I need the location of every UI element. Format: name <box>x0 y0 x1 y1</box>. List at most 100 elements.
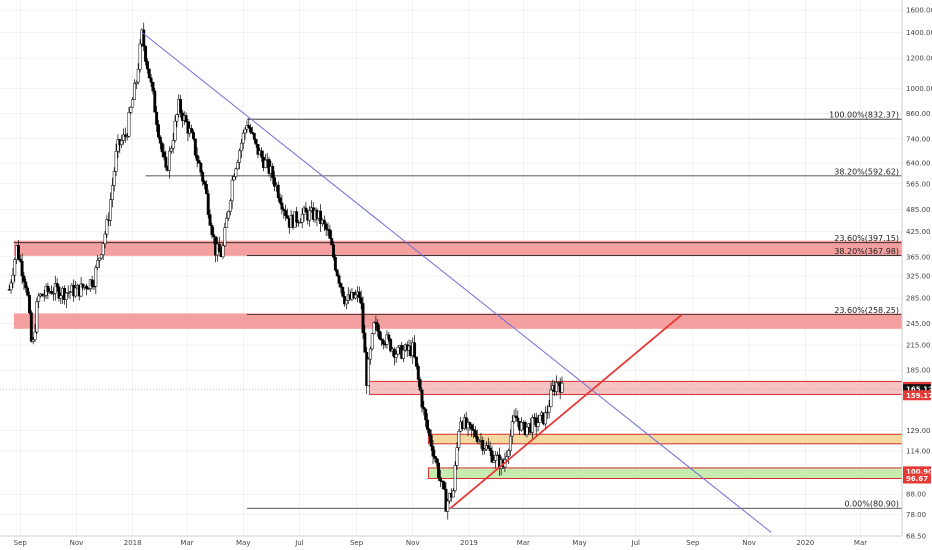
candle-body <box>514 415 518 419</box>
candle-body <box>444 488 448 512</box>
candle-body <box>442 481 446 490</box>
candle-body <box>249 127 253 133</box>
candle-body <box>127 112 131 137</box>
candle-body <box>59 295 63 299</box>
candle-body <box>241 132 245 144</box>
candle-body <box>319 210 323 224</box>
candle-body <box>379 338 383 341</box>
candle-body <box>158 136 162 144</box>
candle-body <box>510 421 514 437</box>
candle-body <box>147 68 151 79</box>
x-tick-label: May <box>236 539 250 547</box>
candle-body <box>418 379 422 391</box>
y-tick-label: 860.00 <box>906 110 931 118</box>
candle-body <box>79 283 83 297</box>
candle-body <box>470 424 474 430</box>
candle-body <box>446 500 450 512</box>
candle-body <box>247 125 251 128</box>
candle-body <box>505 456 509 461</box>
price-badge <box>903 473 931 484</box>
candle-body <box>50 291 54 294</box>
candle-body <box>424 408 428 421</box>
candle-body <box>9 282 13 290</box>
candle-body <box>99 254 103 259</box>
candle-body <box>57 286 61 299</box>
candle-body <box>520 422 523 431</box>
candle-body <box>324 223 328 230</box>
candle-body <box>37 295 41 302</box>
candle-body <box>238 150 242 163</box>
candle-body <box>243 128 247 134</box>
candle-body <box>136 69 140 83</box>
x-tick-label: Nov <box>70 539 84 547</box>
candle-body <box>370 333 374 350</box>
candle-body <box>547 406 551 413</box>
candle-body <box>29 312 33 342</box>
x-tick-label: Jul <box>294 539 304 547</box>
candle-body <box>374 322 378 324</box>
candle-body <box>168 150 171 171</box>
y-tick-label: 88.00 <box>906 491 926 499</box>
candle-body <box>142 29 146 47</box>
candle-body <box>96 260 100 268</box>
candle-body <box>134 81 138 84</box>
price-badge-label: 159.17 <box>906 392 932 400</box>
candle-body <box>64 292 68 300</box>
x-tick-label: Nov <box>742 539 756 547</box>
candle-body <box>507 450 511 457</box>
candle-body <box>90 279 94 287</box>
candle-body <box>125 136 129 138</box>
candle-body <box>145 61 149 70</box>
candle-body <box>298 222 302 224</box>
candle-body <box>508 435 512 452</box>
candle-body <box>437 462 441 478</box>
candle-body <box>197 160 201 164</box>
x-tick-label: Sep <box>14 539 28 547</box>
candle-body <box>332 244 335 258</box>
candle-body <box>225 217 229 228</box>
candle-body <box>337 275 341 284</box>
candle-body <box>24 281 28 289</box>
y-tick-label: 129.00 <box>906 427 931 435</box>
time-axis[interactable]: Sep Nov 2018 Mar May Jul Sep Nov 2019 Mar May Jul Se… <box>0 535 902 547</box>
y-tick-label: 185.00 <box>906 367 931 375</box>
candle-body <box>175 114 179 122</box>
candle-body <box>385 334 389 345</box>
price-badge-label: 165.12 <box>906 386 932 394</box>
fib-label: 38.20%(592.62) <box>834 167 899 176</box>
candle-body <box>555 382 558 392</box>
candle-body <box>343 295 347 305</box>
candle-body <box>322 219 326 225</box>
y-tick-label: 740.00 <box>906 135 931 143</box>
candlesticks <box>7 22 564 520</box>
candle-body <box>120 140 124 146</box>
candle-body <box>483 448 487 451</box>
candle-body <box>372 322 376 334</box>
price-axis[interactable]: 1600.00 1400.00 1200.00 1000.00 860.00 740.00… <box>901 0 932 541</box>
candle-body <box>98 257 101 261</box>
candle-body <box>193 138 197 156</box>
zone-band <box>368 380 903 395</box>
fib-label: 100.00%(832.37) <box>829 111 899 120</box>
price-badge <box>903 384 931 395</box>
candle-body <box>416 366 420 380</box>
candle-body <box>101 243 105 256</box>
candle-body <box>492 460 496 463</box>
candle-body <box>123 134 127 137</box>
candle-body <box>192 132 195 140</box>
candle-body <box>286 215 289 219</box>
candle-body <box>333 257 337 271</box>
candle-body <box>368 348 372 360</box>
candle-body <box>453 465 457 491</box>
candle-body <box>494 454 498 461</box>
candle-body <box>344 300 348 305</box>
candle-body <box>254 139 258 145</box>
price-badge <box>903 390 931 401</box>
y-tick-label: 1200.00 <box>906 55 932 63</box>
candle-body <box>173 120 177 141</box>
candle-body <box>110 185 114 200</box>
candle-body <box>466 422 470 429</box>
candle-body <box>221 245 225 257</box>
candle-body <box>7 289 11 291</box>
